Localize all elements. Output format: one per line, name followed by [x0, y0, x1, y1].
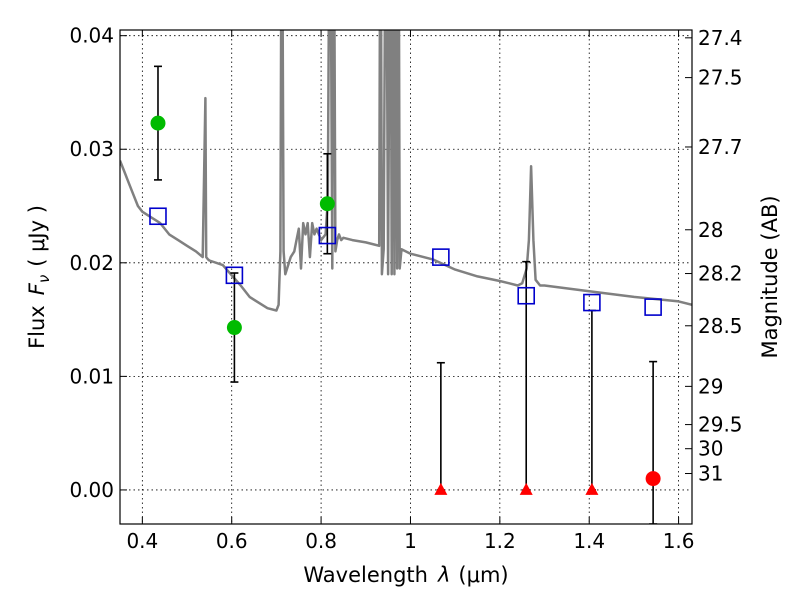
model-photometry-square — [432, 248, 450, 266]
model-photometry-square — [644, 298, 662, 316]
upper-limit-point — [645, 471, 661, 487]
y-tick-label: 0.01 — [69, 364, 114, 388]
detection-point — [226, 320, 242, 336]
y2-axis-label: Magnitude (AB) — [758, 195, 782, 358]
upper-limit-triangle — [434, 482, 448, 495]
y2-tick-label: 29.5 — [698, 413, 743, 437]
axis-ticks — [120, 30, 692, 524]
upper-limit-triangle — [519, 482, 533, 495]
y-tick-labels: 0.00 0.01 0.02 0.03 0.04 — [69, 24, 114, 502]
y-tick-label: 0.00 — [69, 478, 114, 502]
y-axis-label-symbol: F — [25, 282, 49, 295]
y2-tick-label: 29 — [698, 374, 723, 398]
error-bars — [153, 65, 658, 524]
y2-tick-label: 27.7 — [698, 135, 743, 159]
x-tick-label: 1.2 — [484, 529, 516, 553]
y-axis-label-unit: ( μJy ) — [25, 205, 49, 267]
model-photometry-square — [583, 293, 601, 312]
model-photometry-square — [149, 207, 167, 226]
plot-background — [120, 30, 692, 524]
detection-point — [150, 115, 166, 131]
y2-tick-label: 28.5 — [698, 314, 743, 338]
y-axis-label: Flux Fν ( μJy ) — [25, 205, 53, 349]
x-axis-label: Wavelength λ (μm) — [303, 563, 508, 587]
x-tick-label: 0.8 — [305, 529, 337, 553]
y2-tick-label: 28.2 — [698, 262, 743, 286]
y2-tick-label: 28 — [698, 218, 723, 242]
x-tick-labels: 0.4 0.6 0.8 1 1.2 1.4 1.6 — [126, 529, 694, 553]
y-tick-label: 0.03 — [69, 137, 114, 161]
y-tick-label: 0.02 — [69, 251, 114, 275]
y2-tick-label: 31 — [698, 462, 723, 486]
photometry-markers — [149, 115, 662, 495]
y2-tick-label: 27.4 — [698, 26, 743, 50]
x-tick-label: 1 — [404, 529, 417, 553]
detection-point — [319, 196, 335, 212]
model-photometry-square — [517, 286, 536, 305]
x-axis-label-text: Wavelength — [303, 563, 428, 587]
x-tick-label: 1.6 — [663, 529, 695, 553]
y2-tick-label: 30 — [698, 437, 723, 461]
model-photometry-square — [225, 266, 244, 285]
x-tick-label: 1.4 — [573, 529, 605, 553]
y-tick-label: 0.04 — [69, 24, 114, 48]
x-tick-label: 0.6 — [216, 529, 248, 553]
model-photometry-square — [318, 226, 337, 245]
upper-limit-triangle — [585, 482, 599, 495]
x-axis-label-unit: (μm) — [458, 563, 508, 587]
y-axis-label-text: Flux — [25, 305, 49, 349]
y2-tick-label: 27.5 — [698, 66, 743, 90]
x-axis-label-symbol: λ — [437, 563, 450, 587]
plot-frame — [119, 29, 693, 525]
y-axis-label-subscript: ν — [35, 275, 53, 283]
x-tick-label: 0.4 — [126, 529, 158, 553]
plot-area — [120, 30, 692, 524]
